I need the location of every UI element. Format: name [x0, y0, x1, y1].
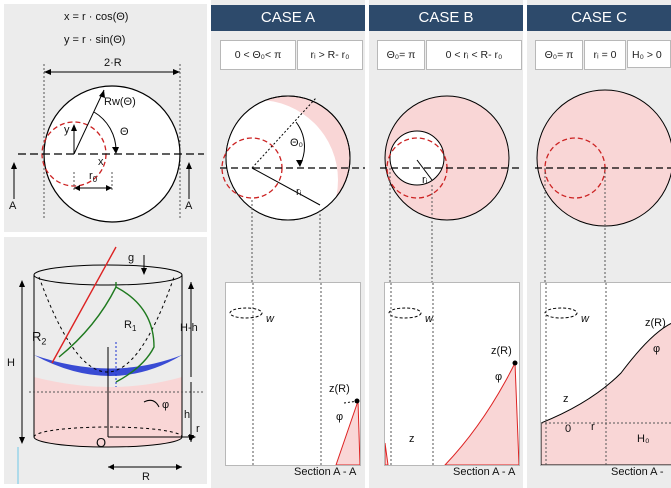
r2-label: R2 [32, 329, 47, 347]
case-a-zr: z(R) [329, 383, 350, 395]
case-a-section-label: Section A - A [294, 466, 357, 478]
case-c-section-graphic [541, 283, 671, 465]
case-b-cond1: Θ₀= π [377, 40, 425, 70]
case-c-phi: φ [653, 343, 661, 355]
case-b-section-graphic [385, 283, 519, 465]
case-c-z: z [563, 393, 569, 405]
case-b-ri: rᵢ [422, 174, 428, 186]
case-b-top-view [380, 95, 523, 285]
case-c-w: w [581, 313, 589, 325]
case-c-section: w z(R) φ z 0 r H₀ Section A - [540, 282, 671, 478]
case-b-phi: φ [495, 371, 503, 383]
case-c-zero: 0 [565, 423, 572, 435]
equation-y: y = r · sin(Θ) [64, 34, 126, 46]
section-a-left: A [9, 200, 17, 212]
cylinder-diagram [17, 246, 204, 484]
theta-label: Θ [120, 126, 129, 138]
rw-label: Rw(Θ) [104, 96, 136, 108]
case-b-section-label: Section A - A [453, 466, 516, 478]
case-c-r: r [591, 421, 595, 433]
h-minus-h-label: H-h [180, 322, 198, 334]
case-c-header: CASE C [527, 5, 671, 31]
case-c-top-view [535, 89, 671, 285]
case-b-header: CASE B [369, 5, 523, 31]
case-b-cond2: 0 < rᵢ < R- r₀ [426, 40, 522, 70]
equation-x: x = r · cos(Θ) [64, 11, 129, 23]
phi-label: φ [162, 399, 170, 411]
case-a-theta0: Θ₀ [290, 137, 304, 149]
case-b-w: w [425, 313, 433, 325]
case-a-top-view [220, 95, 365, 285]
radius-label: R [142, 471, 150, 483]
geometry-panel: x = r · cos(Θ) y = r · sin(Θ) [4, 4, 207, 232]
case-b-section: w z(R) φ z Section A - A [384, 282, 520, 478]
geometry-diagram [11, 64, 204, 223]
r0-label: r0 [89, 170, 98, 185]
r-axis-label: r [196, 423, 200, 435]
origin-label: O [96, 435, 107, 450]
case-c-zr: z(R) [645, 317, 666, 329]
diameter-label: 2·R [104, 57, 122, 69]
case-b-zr: z(R) [491, 345, 512, 357]
gravity-label: g [128, 252, 135, 264]
case-a-ri: rᵢ [296, 186, 302, 198]
section-a-right: A [185, 200, 193, 212]
case-a-header: CASE A [211, 5, 365, 31]
case-c-cond2: rᵢ = 0 [584, 40, 626, 70]
case-a-cond2: rᵢ > R- r₀ [297, 40, 363, 70]
case-a-phi: φ [336, 411, 344, 423]
case-a-cond1: 0 < Θ₀< π [220, 40, 296, 70]
h-label: h [184, 409, 191, 421]
r1-label: R1 [124, 319, 137, 334]
case-a-w: w [266, 313, 274, 325]
x-label: x [98, 156, 104, 168]
case-c-section-label: Section A - [611, 466, 664, 478]
case-a-section: w z(R) φ Section A - A [225, 282, 361, 478]
y-label: y [64, 124, 70, 136]
case-a-section-graphic [229, 283, 360, 465]
cylinder-panel: g R2 R1 H H-h h φ O r R [4, 237, 207, 484]
h-total-label: H [7, 357, 15, 369]
case-b-z: z [409, 433, 415, 445]
case-c-cond1: Θ₀= π [535, 40, 583, 70]
case-c-h0: H₀ [637, 433, 650, 445]
